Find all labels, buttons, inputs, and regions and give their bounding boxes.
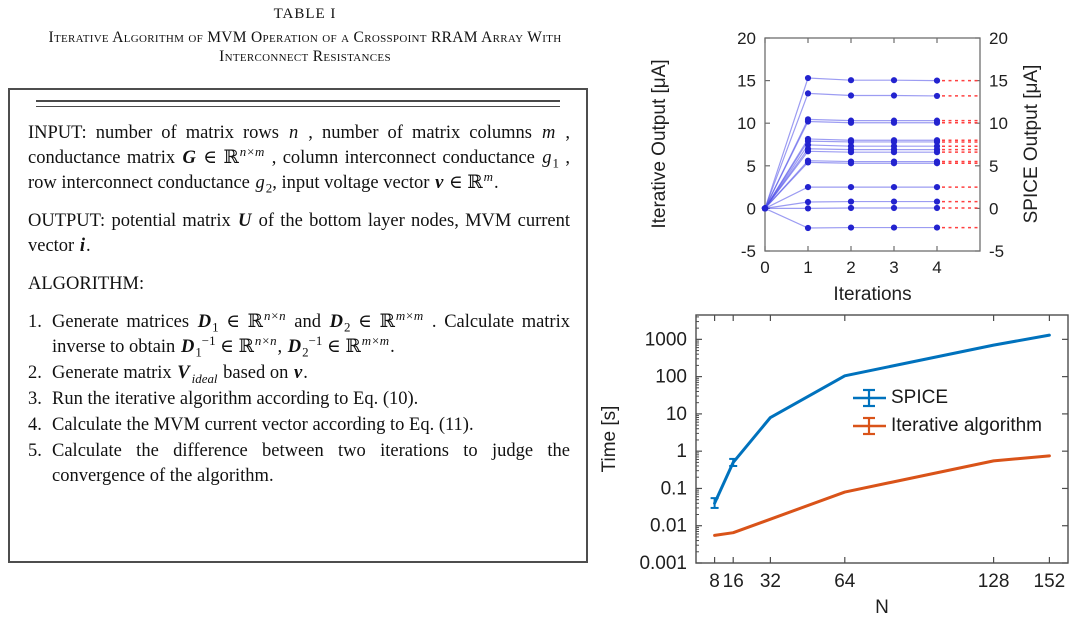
svg-text:3: 3 — [889, 258, 898, 277]
svg-text:64: 64 — [834, 571, 856, 592]
legend-label-spice: SPICE — [891, 387, 949, 408]
errorbar-marker-iterative-icon — [853, 416, 886, 436]
time-chart-legend: SPICE Iterative algorithm — [852, 384, 1042, 440]
algorithm-step: 5. Calculate the difference between two i… — [28, 439, 570, 489]
errorbar-marker-spice-icon — [853, 388, 886, 408]
svg-text:100: 100 — [655, 367, 687, 388]
step-number: 4. — [28, 415, 42, 435]
svg-text:4: 4 — [932, 258, 941, 277]
svg-text:10: 10 — [666, 404, 687, 425]
time-xlabel: N — [875, 597, 889, 618]
svg-text:2: 2 — [846, 258, 855, 277]
svg-text:1: 1 — [803, 258, 812, 277]
svg-text:10: 10 — [737, 114, 756, 133]
svg-text:0: 0 — [989, 199, 998, 218]
table-paragraph: ALGORITHM: — [28, 274, 145, 294]
algorithm-step: 3. Run the iterative algorithm according … — [28, 387, 570, 412]
svg-text:10: 10 — [989, 114, 1008, 133]
time-chart: 8 16 32 64 128 152 0.001 0.01 0.1 1 10 100 1000 Time… — [590, 295, 1080, 627]
svg-text:0: 0 — [760, 258, 769, 277]
time-ylabel: Time [s] — [599, 405, 620, 473]
table-label: TABLE I — [273, 6, 337, 22]
svg-text:128: 128 — [978, 571, 1010, 592]
svg-text:15: 15 — [989, 72, 1008, 91]
iterations-chart: 0 1 2 3 4 -5 -5 0 0 5 5 10 10 15 15 20 20 Iterative Outp… — [630, 0, 1080, 312]
svg-text:32: 32 — [760, 571, 781, 592]
svg-text:0: 0 — [747, 199, 756, 218]
table-paragraph: OUTPUT: potential matrix U of the bottom… — [28, 211, 570, 256]
table-top-rule — [36, 100, 560, 107]
table-paragraph: INPUT: number of matrix rows n , number … — [28, 123, 571, 196]
algorithm-text: INPUT: number of matrix rows n , number … — [10, 107, 586, 489]
step-number: 1. — [28, 312, 42, 332]
svg-text:20: 20 — [989, 29, 1008, 48]
algorithm-box: INPUT: number of matrix rows n , number … — [8, 88, 588, 563]
svg-text:1: 1 — [676, 441, 687, 462]
step-number: 2. — [28, 363, 42, 383]
legend-item-iterative: Iterative algorithm — [852, 412, 1042, 440]
svg-text:20: 20 — [737, 29, 756, 48]
svg-text:-5: -5 — [741, 242, 756, 261]
step-number: 3. — [28, 389, 42, 409]
algorithm-step: 1. Generate matrices D1 ∈ ℝn×n and D2 ∈ ℝ… — [28, 307, 570, 360]
legend-item-spice: SPICE — [852, 384, 1042, 412]
iterations-ylabel-right: SPICE Output [μA] — [1021, 64, 1042, 224]
iterations-xlabel: Iterations — [833, 284, 912, 305]
algorithm-step: 4. Calculate the MVM current vector accor… — [28, 413, 570, 438]
iterations-ylabel-left: Iterative Output [μA] — [649, 59, 670, 229]
svg-text:0.001: 0.001 — [639, 553, 687, 574]
step-number: 5. — [28, 441, 42, 461]
svg-text:5: 5 — [989, 157, 998, 176]
time-chart-canvas: 8 16 32 64 128 152 0.001 0.01 0.1 1 10 100 1000 — [639, 314, 1069, 592]
svg-text:5: 5 — [747, 157, 756, 176]
table-caption: Iterative Algorithm of MVM Operation of … — [48, 29, 562, 65]
svg-text:0.01: 0.01 — [650, 516, 687, 537]
legend-label-iterative: Iterative algorithm — [891, 415, 1043, 436]
svg-text:8: 8 — [709, 571, 720, 592]
svg-text:0.1: 0.1 — [661, 478, 687, 499]
svg-text:152: 152 — [1034, 571, 1066, 592]
svg-text:15: 15 — [737, 72, 756, 91]
svg-text:16: 16 — [723, 571, 744, 592]
svg-text:1000: 1000 — [645, 329, 687, 350]
svg-text:-5: -5 — [989, 242, 1004, 261]
